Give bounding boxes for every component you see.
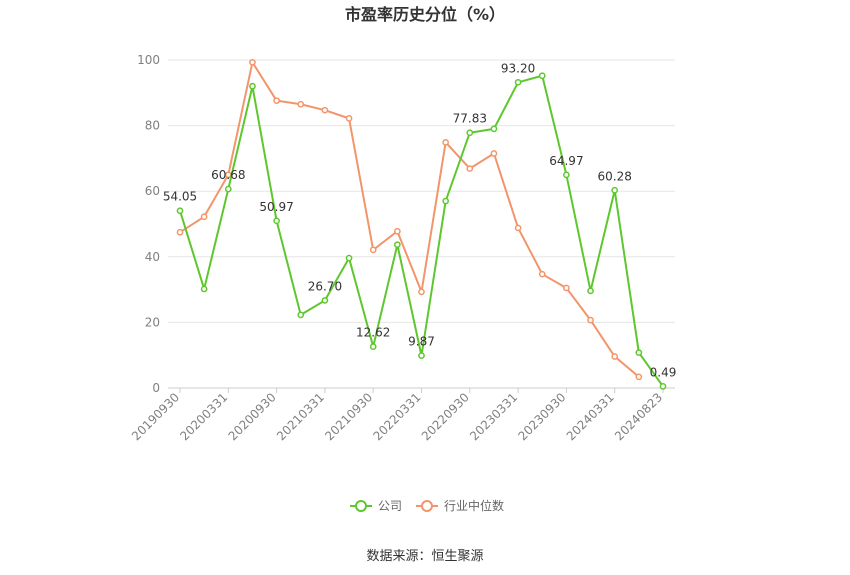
x-tick-label: 20190930 [129, 390, 182, 443]
x-tick-label: 20220930 [419, 390, 472, 443]
industry-point [345, 115, 353, 122]
legend-item-company[interactable]: 公司 [350, 499, 402, 513]
industry-point [418, 288, 425, 296]
company-point [635, 349, 643, 356]
y-tick-label: 40 [145, 250, 160, 264]
source-note: 数据来源：恒生聚源 [366, 549, 483, 564]
company-point [587, 287, 594, 295]
x-tick-label: 20210930 [322, 390, 375, 443]
data-label: 54.05 [163, 190, 197, 204]
series-layer [176, 58, 667, 390]
industry-point [249, 58, 256, 66]
x-tick-label: 20200331 [177, 390, 230, 443]
x-tick-label: 20230331 [467, 390, 520, 443]
company-point [466, 129, 474, 137]
data-label: 93.20 [501, 61, 535, 75]
y-tick-label: 0 [152, 381, 160, 395]
company-point [224, 185, 232, 193]
x-tick-label: 20240331 [564, 390, 617, 443]
y-axis: 0 20 40 60 80 100 [137, 53, 160, 395]
company-point [538, 72, 546, 80]
industry-point [273, 97, 280, 105]
industry-point [297, 100, 305, 108]
data-label: 64.97 [549, 154, 583, 168]
data-label: 26.70 [308, 279, 342, 293]
x-tick-label: 20240823 [612, 390, 665, 443]
company-point [249, 82, 256, 90]
y-tick-label: 20 [145, 315, 160, 329]
data-label: 12.62 [356, 326, 390, 340]
company-point [418, 352, 425, 359]
x-axis: 2019093020200331202009302021033120210930… [129, 387, 675, 443]
x-tick-label: 20220331 [371, 390, 424, 443]
industry-point [538, 270, 546, 278]
legend-label: 行业中位数 [444, 498, 504, 513]
industry-point [369, 246, 377, 254]
legend-marker [355, 500, 367, 512]
data-label: 50.97 [259, 200, 293, 214]
company-point [345, 254, 353, 262]
x-tick-label: 20200930 [226, 390, 279, 443]
company-point [563, 171, 570, 179]
company-point [659, 383, 667, 390]
industry-point [394, 227, 401, 235]
industry-point [442, 138, 449, 146]
industry-point [200, 213, 208, 221]
series-line-industry [179, 61, 640, 378]
y-tick-label: 60 [145, 184, 160, 198]
industry-point [466, 165, 474, 172]
industry-point [563, 284, 570, 292]
company-point [200, 285, 208, 293]
legend-marker [421, 500, 433, 512]
company-point [394, 241, 401, 249]
data-label: 9.87 [408, 335, 435, 349]
company-point [321, 297, 329, 304]
company-point [442, 197, 449, 205]
legend-item-industry[interactable]: 行业中位数 [416, 498, 504, 513]
y-tick-label: 80 [145, 119, 160, 133]
company-point [514, 78, 522, 86]
company-point [176, 207, 184, 215]
industry-point [587, 316, 594, 324]
industry-point [176, 228, 184, 236]
industry-point [514, 224, 522, 232]
company-point [273, 217, 280, 225]
company-point [297, 311, 305, 319]
company-point [611, 186, 619, 194]
data-label: 60.28 [598, 169, 632, 183]
company-point [369, 343, 377, 350]
x-tick-label: 20230930 [515, 390, 568, 443]
industry-point [635, 373, 643, 381]
company-point [490, 125, 498, 133]
data-label: 0.49 [650, 365, 677, 379]
industry-point [321, 106, 329, 114]
data-label: 77.83 [453, 112, 487, 126]
data-label: 60.68 [211, 168, 245, 182]
industry-point [611, 353, 619, 360]
y-tick-label: 100 [137, 53, 160, 67]
legend-label: 公司 [378, 499, 402, 513]
industry-point [490, 150, 498, 157]
legend[interactable]: 公司 行业中位数 [350, 498, 504, 513]
chart-title: 市盈率历史分位（%） [345, 5, 505, 24]
x-tick-label: 20210331 [274, 390, 327, 443]
data-labels: 54.05 60.68 50.97 26.70 12.62 9.87 77.83 93.20 6… [163, 61, 677, 379]
